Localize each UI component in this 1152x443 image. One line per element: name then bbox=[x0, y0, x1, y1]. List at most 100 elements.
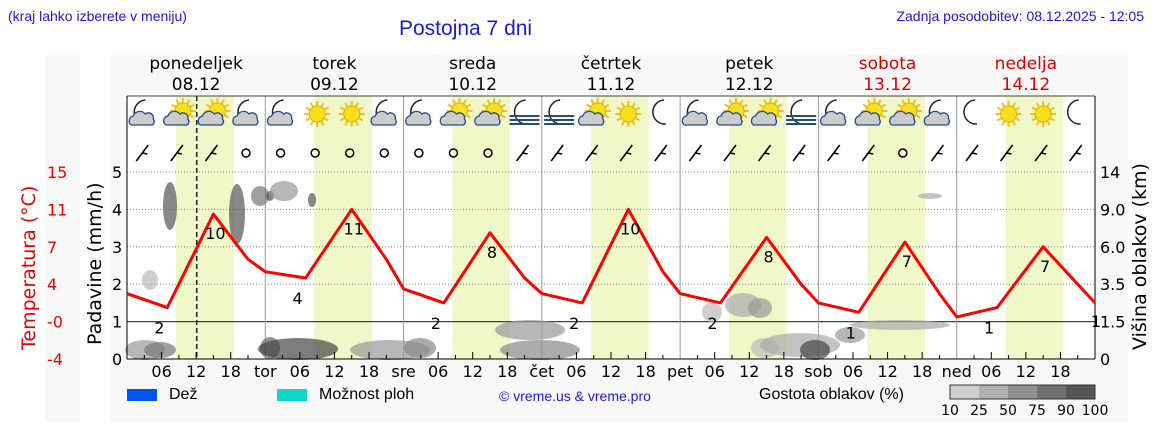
sun-icon bbox=[995, 101, 1022, 127]
hour-tick-label: 18 bbox=[497, 362, 517, 381]
day-name: nedelja bbox=[995, 54, 1057, 74]
hour-tick-label: 18 bbox=[774, 362, 794, 381]
density-tick: 75 bbox=[1028, 403, 1046, 419]
last-updated: Zadnja posodobitev: 08.12.2025 - 12:05 bbox=[896, 8, 1144, 24]
temp-tick: 11 bbox=[47, 200, 67, 219]
day-name: ponedeljek bbox=[149, 54, 243, 74]
precip-tick: 1 bbox=[112, 313, 122, 332]
temp-axis-label: Temperatura (°C) bbox=[18, 186, 40, 351]
density-swatch bbox=[1008, 385, 1037, 399]
cloud-density-blobs bbox=[125, 181, 950, 360]
min-temp-label: 1 bbox=[984, 319, 994, 338]
day-short-label: tor bbox=[254, 362, 277, 381]
cloud-height-tick: 14 bbox=[1100, 163, 1120, 182]
wind-barb-icon bbox=[204, 144, 219, 162]
temperature-line bbox=[126, 207, 1097, 319]
sun-icon bbox=[338, 101, 365, 127]
cloud-blob bbox=[251, 186, 269, 206]
edge-temp-label: 1 bbox=[1091, 312, 1101, 331]
hour-tick-label: 06 bbox=[566, 362, 586, 381]
temp-tick: -4 bbox=[47, 350, 63, 369]
max-temp-label: 7 bbox=[1040, 257, 1050, 276]
moon-fog-icon bbox=[786, 99, 817, 125]
cloud-blob bbox=[258, 338, 338, 360]
max-temp-label: 7 bbox=[902, 252, 912, 271]
day-short-label: čet bbox=[529, 362, 554, 381]
wind-barb-icon bbox=[585, 144, 599, 162]
daylight-band bbox=[452, 96, 511, 359]
legend-showers: Možnost ploh bbox=[277, 386, 414, 404]
hour-tick-label: 12 bbox=[1016, 362, 1036, 381]
temp-tick: 15 bbox=[47, 163, 67, 182]
precip-tick: 0 bbox=[112, 350, 122, 369]
day-short-label: sre bbox=[391, 362, 415, 381]
daylight-band bbox=[729, 96, 787, 359]
cloud-height-tick: 1.5 bbox=[1100, 313, 1125, 332]
cloud-blob bbox=[229, 184, 245, 244]
density-tick: 50 bbox=[999, 403, 1017, 419]
wind-barb-icon bbox=[827, 144, 841, 162]
hour-tick-label: 12 bbox=[463, 362, 483, 381]
calm-wind-icon bbox=[344, 148, 355, 158]
day-date: 13.12 bbox=[863, 75, 912, 95]
sun-cloud-icon bbox=[854, 98, 888, 126]
daylight-bands bbox=[127, 96, 1095, 359]
cloud-height-tick: 3.5 bbox=[1100, 275, 1125, 294]
day-short-label: sob bbox=[804, 362, 832, 381]
hour-tick-label: 18 bbox=[635, 362, 655, 381]
moon-fog-icon bbox=[509, 99, 540, 125]
moon-cloud-icon bbox=[370, 99, 397, 126]
cloud-blob bbox=[702, 302, 722, 322]
moon-fog-icon bbox=[544, 99, 575, 125]
precip-tick: 5 bbox=[112, 163, 122, 182]
moon-cloud-icon bbox=[128, 99, 155, 126]
moon-cloud-icon bbox=[923, 99, 951, 126]
cloud-blob bbox=[308, 193, 316, 207]
temperature-labels: 2 10 4 11 2 8 2 10 2 8 1 7 1 7 1 bbox=[154, 219, 1101, 342]
max-temp-label: 11 bbox=[344, 219, 364, 238]
hour-tick-label: 12 bbox=[601, 362, 621, 381]
hour-tick-label: 18 bbox=[359, 362, 379, 381]
max-temp-label: 10 bbox=[620, 219, 640, 238]
calm-wind-icon bbox=[310, 148, 320, 158]
wind-barb-icon bbox=[1034, 144, 1048, 162]
day-date: 08.12 bbox=[172, 75, 221, 95]
hour-tick-label: 12 bbox=[877, 362, 897, 381]
sun-cloud-icon bbox=[439, 98, 473, 126]
wind-barb-icon bbox=[792, 144, 806, 162]
day-short-label: ned bbox=[942, 362, 972, 381]
cloud-blob bbox=[163, 182, 177, 230]
temp-tick: -0 bbox=[47, 313, 63, 332]
min-temp-label: 2 bbox=[569, 314, 579, 333]
density-label: Gostota oblakov (%) bbox=[759, 386, 904, 403]
calm-wind-icon bbox=[241, 148, 251, 158]
wind-barbs bbox=[135, 144, 1083, 162]
max-temp-label: 8 bbox=[763, 247, 773, 266]
cloud-height-tick: 6.0 bbox=[1100, 238, 1125, 257]
temperature-line bbox=[126, 207, 1097, 319]
precip-tick: 4 bbox=[112, 200, 122, 219]
sun-icon bbox=[304, 101, 331, 127]
daylight-band bbox=[314, 96, 372, 359]
sun-cloud-icon bbox=[197, 98, 231, 126]
cloud-blob bbox=[835, 327, 865, 343]
calm-wind-icon bbox=[448, 148, 459, 158]
day-date: 12.12 bbox=[725, 75, 774, 95]
precip-axis-label: Padavine (mm/h) bbox=[84, 182, 106, 345]
density-swatch bbox=[1037, 385, 1066, 399]
cloud-blob bbox=[270, 181, 298, 201]
daylight-band bbox=[867, 96, 926, 359]
day-date: 11.12 bbox=[587, 75, 636, 95]
showers-label: Možnost ploh bbox=[319, 386, 415, 403]
wind-barb-icon bbox=[999, 144, 1014, 162]
density-tick: 25 bbox=[970, 403, 988, 419]
density-tick: 100 bbox=[1082, 403, 1109, 419]
copyright-link[interactable]: © vreme.us & vreme.pro bbox=[499, 388, 651, 404]
precip-tick: 3 bbox=[112, 238, 122, 257]
cloud-blob bbox=[495, 320, 565, 340]
min-temp-label: 1 bbox=[846, 323, 856, 342]
hour-tick-label: 06 bbox=[705, 362, 725, 381]
